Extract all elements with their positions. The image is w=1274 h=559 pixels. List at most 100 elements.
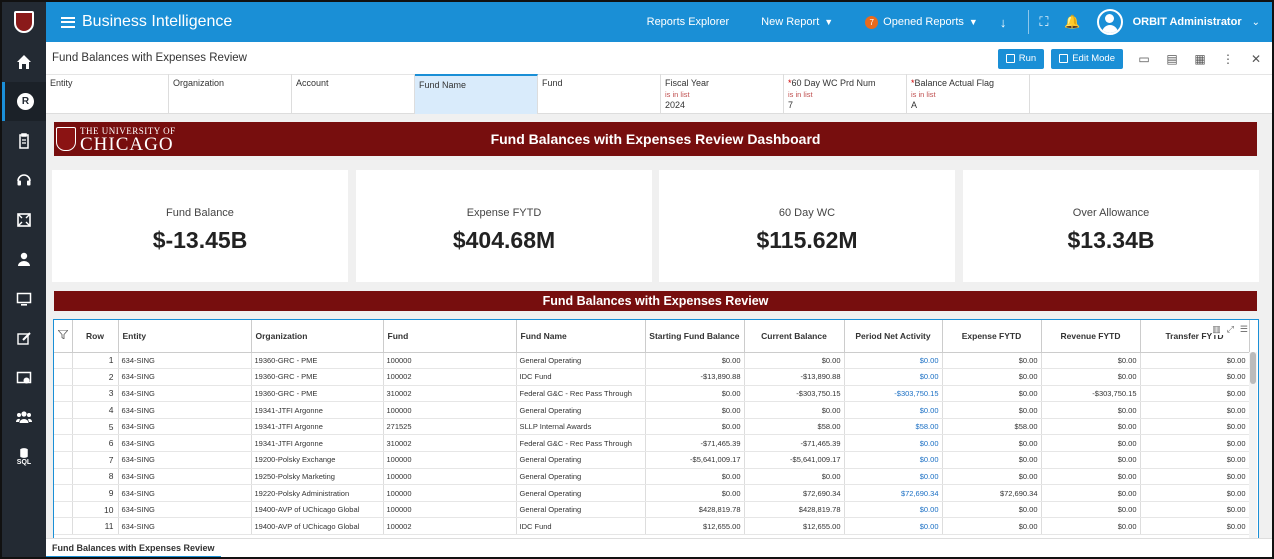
table-cell[interactable]: $0.00 bbox=[844, 501, 943, 519]
logo-big-text: CHICAGO bbox=[80, 133, 174, 155]
chevron-down-icon[interactable]: ⌄ bbox=[1251, 16, 1260, 28]
table-row[interactable]: 4 634-SING 19341-JTFI Argonne 100000 General… bbox=[54, 401, 1250, 419]
more-vertical-icon[interactable]: ⋮ bbox=[1222, 51, 1234, 66]
table-cell: $0.00 bbox=[1041, 517, 1141, 536]
table-cell[interactable]: $0.00 bbox=[844, 352, 943, 370]
new-report-menu[interactable]: New Report ▼ bbox=[761, 16, 834, 28]
document-icon[interactable]: ▤ bbox=[1166, 51, 1178, 66]
table-cell: -$5,641,009.17 bbox=[744, 451, 845, 469]
filter-column-icon[interactable] bbox=[54, 320, 73, 353]
reports-explorer-link[interactable]: Reports Explorer bbox=[646, 16, 730, 28]
close-icon[interactable]: ✕ bbox=[1250, 51, 1262, 66]
filter-fund-name[interactable]: Fund Name bbox=[415, 74, 538, 114]
headset-icon[interactable] bbox=[2, 161, 46, 201]
dashboard-icon[interactable] bbox=[2, 358, 46, 398]
edit-icon[interactable] bbox=[2, 319, 46, 359]
filter-value: 2024 bbox=[665, 100, 686, 110]
col-header-fund[interactable]: Fund bbox=[383, 320, 517, 353]
expand-icon[interactable]: ⤢ bbox=[1226, 324, 1234, 334]
avatar[interactable] bbox=[1096, 9, 1123, 35]
col-header-row[interactable]: Row bbox=[72, 320, 119, 353]
scrollbar-thumb[interactable] bbox=[1250, 352, 1256, 384]
vertical-scrollbar[interactable] bbox=[1249, 352, 1257, 538]
reports-icon[interactable]: R bbox=[2, 81, 46, 121]
opened-reports-menu[interactable]: 7 Opened Reports ▼ bbox=[865, 15, 978, 29]
filter-entity[interactable]: Entity bbox=[46, 74, 169, 114]
table-cell[interactable]: $0.00 bbox=[844, 434, 943, 453]
table-cell[interactable]: $0.00 bbox=[844, 468, 943, 486]
table-row[interactable]: 6 634-SING 19341-JTFI Argonne 310002 Federal… bbox=[54, 434, 1250, 453]
table-cell[interactable]: $72,690.34 bbox=[844, 484, 943, 502]
col-header-fund-name[interactable]: Fund Name bbox=[516, 320, 646, 353]
col-header-organization[interactable]: Organization bbox=[251, 320, 384, 353]
bell-icon[interactable]: 🔔 bbox=[1064, 14, 1081, 29]
filter-fund[interactable]: Fund bbox=[538, 74, 661, 114]
table-cell[interactable]: -$303,750.15 bbox=[844, 385, 943, 403]
col-header-expense-fytd[interactable]: Expense FYTD bbox=[942, 320, 1042, 353]
monitor-icon[interactable] bbox=[2, 279, 46, 319]
frame-icon[interactable] bbox=[2, 200, 46, 240]
filter-balance-actual-flag[interactable]: *Balance Actual Flag is in list A bbox=[907, 74, 1030, 114]
filter-organization[interactable]: Organization bbox=[169, 74, 292, 114]
table-row[interactable]: 1 634-SING 19360-GRC - PME 100000 General Op… bbox=[54, 352, 1250, 370]
filter-label: Entity bbox=[50, 78, 73, 88]
fullscreen-icon[interactable]: ⛶ bbox=[1039, 14, 1049, 29]
download-icon[interactable]: ↓ bbox=[999, 14, 1007, 30]
table-row[interactable]: 9 634-SING 19220-Polsky Administration 1000… bbox=[54, 484, 1250, 502]
calendar-icon[interactable]: ▦ bbox=[1194, 51, 1206, 66]
table-row[interactable]: 2 634-SING 19360-GRC - PME 100002 IDC Fund -$… bbox=[54, 368, 1250, 386]
filter-label: Organization bbox=[173, 78, 225, 88]
kpi-label: 60 Day WC bbox=[778, 207, 836, 219]
col-header-revenue-fytd[interactable]: Revenue FYTD bbox=[1041, 320, 1141, 353]
table-cell[interactable]: $0.00 bbox=[844, 517, 943, 536]
table-row[interactable]: 5 634-SING 19341-JTFI Argonne 271525 SLLP In… bbox=[54, 418, 1250, 436]
table-row[interactable]: 8 634-SING 19250-Polsky Marketing 100000 Gen… bbox=[54, 468, 1250, 486]
university-logo: THE UNIVERSITY OF CHICAGO bbox=[56, 123, 176, 155]
row-spacer bbox=[54, 484, 73, 502]
run-button[interactable]: Run bbox=[997, 48, 1045, 69]
filter-account[interactable]: Account bbox=[292, 74, 415, 114]
table-cell[interactable]: $58.00 bbox=[844, 418, 943, 436]
table-cell[interactable]: $0.00 bbox=[844, 368, 943, 386]
report-title: Fund Balances with Expenses Review bbox=[52, 52, 247, 64]
table-cell[interactable]: $0.00 bbox=[844, 451, 943, 469]
table-row[interactable]: 7 634-SING 19200-Polsky Exchange 100000 Gene… bbox=[54, 451, 1250, 469]
row-spacer bbox=[54, 434, 73, 453]
col-header-period-net-activity[interactable]: Period Net Activity bbox=[844, 320, 943, 353]
home-icon[interactable] bbox=[2, 42, 46, 82]
users-icon[interactable] bbox=[2, 398, 46, 438]
row-number: 11 bbox=[72, 517, 119, 536]
col-header-entity[interactable]: Entity bbox=[118, 320, 252, 353]
row-spacer bbox=[54, 468, 73, 486]
app-logo[interactable] bbox=[2, 2, 46, 42]
user-icon[interactable] bbox=[2, 240, 46, 280]
edit-mode-button[interactable]: Edit Mode bbox=[1051, 48, 1123, 69]
table-cell[interactable]: $0.00 bbox=[844, 401, 943, 419]
table-cell: 100000 bbox=[383, 468, 517, 486]
data-grid: Row Entity Organization Fund Fund Name S… bbox=[53, 319, 1259, 538]
table-cell: 100000 bbox=[383, 484, 517, 502]
filter-value: 7 bbox=[788, 100, 794, 110]
table-row[interactable]: 11 634-SING 19400-AVP of UChicago Global 10… bbox=[54, 517, 1250, 536]
table-cell: $0.00 bbox=[1140, 484, 1250, 502]
user-name[interactable]: ORBIT Administrator bbox=[1132, 16, 1242, 28]
table-cell: 100000 bbox=[383, 451, 517, 469]
col-header-starting-fund-balance[interactable]: Starting Fund Balance bbox=[645, 320, 745, 353]
menu-icon[interactable] bbox=[61, 16, 75, 28]
col-header-current-balance[interactable]: Current Balance bbox=[744, 320, 845, 353]
table-row[interactable]: 3 634-SING 19360-GRC - PME 310002 Federal G&… bbox=[54, 385, 1250, 403]
table-row[interactable]: 10 634-SING 19400-AVP of UChicago Global 10… bbox=[54, 501, 1250, 519]
filter-60-day-wc-prd-num[interactable]: *60 Day WC Prd Num is in list 7 bbox=[784, 74, 907, 114]
card-icon[interactable]: ▭ bbox=[1138, 51, 1150, 66]
clipboard-icon[interactable] bbox=[2, 121, 46, 161]
table-cell: 310002 bbox=[383, 434, 517, 453]
sql-icon[interactable]: SQL bbox=[2, 437, 46, 477]
filter-operator: is in list bbox=[911, 90, 936, 99]
column-chooser-icon[interactable]: ▥ bbox=[1212, 324, 1221, 334]
row-spacer bbox=[54, 501, 73, 519]
filter-fiscal-year[interactable]: Fiscal Year is in list 2024 bbox=[661, 74, 784, 114]
table-cell: $12,655.00 bbox=[645, 517, 745, 536]
tab-fund-balances-review[interactable]: Fund Balances with Expenses Review bbox=[46, 539, 221, 557]
menu-lines-icon[interactable]: ☰ bbox=[1239, 324, 1248, 334]
table-cell: 634-SING bbox=[118, 517, 252, 536]
